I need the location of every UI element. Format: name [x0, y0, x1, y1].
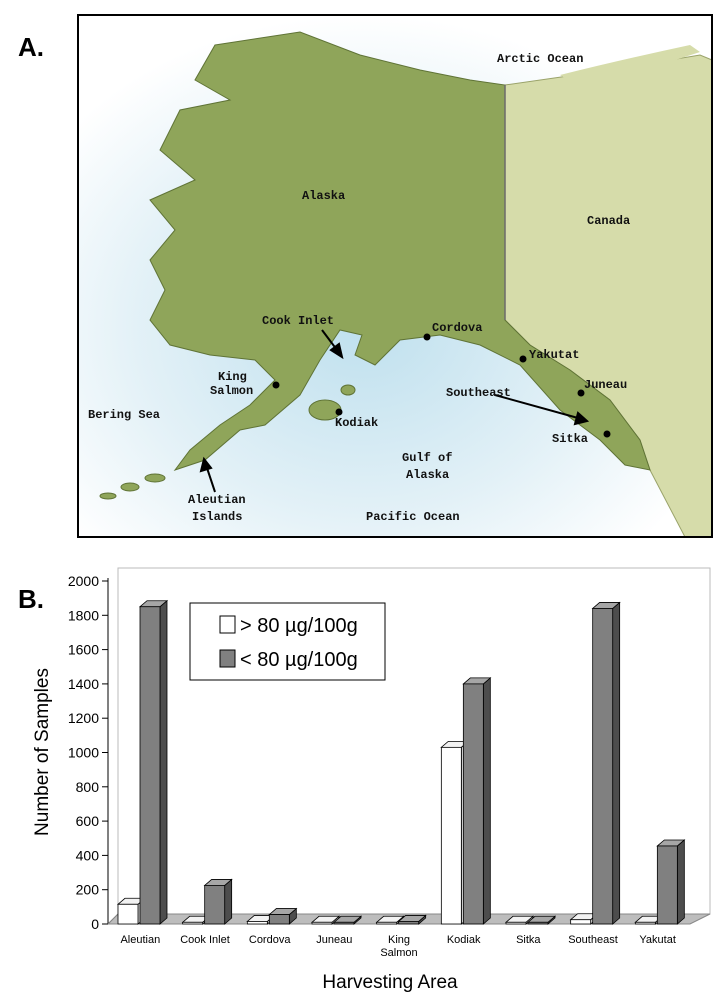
bar — [311, 921, 333, 925]
map-label: Pacific Ocean — [366, 510, 460, 524]
y-axis-depth — [107, 913, 119, 925]
y-tick-label: 1400 — [68, 676, 99, 692]
bar — [634, 921, 656, 925]
island — [99, 492, 117, 500]
bar — [204, 885, 226, 925]
map-label: King Salmon — [210, 370, 253, 398]
x-tick-label: Sitka — [516, 934, 541, 946]
y-tick-label: 400 — [76, 847, 100, 863]
map: Arctic Ocean Alaska Canada Cook Inlet Co… — [77, 14, 713, 538]
city-dot — [423, 333, 431, 341]
arrow-head — [573, 411, 590, 426]
x-tick-label: King Salmon — [380, 934, 417, 959]
bar — [570, 919, 592, 925]
x-tick-label: Aleutian — [120, 934, 160, 946]
x-tick-label: Juneau — [316, 934, 352, 946]
x-tick-label: Cook Inlet — [180, 934, 230, 946]
bar-side — [482, 677, 491, 925]
x-axis-label: Harvesting Area — [322, 972, 458, 993]
bar — [182, 921, 204, 925]
arrow — [206, 467, 216, 493]
map-label: Bering Sea — [88, 408, 160, 422]
bar — [333, 921, 355, 925]
bar-side — [676, 839, 685, 925]
city-dot — [603, 430, 611, 438]
y-tick-label: 600 — [76, 813, 100, 829]
map-label: Alaska — [302, 189, 345, 203]
bar — [246, 921, 268, 925]
bar — [592, 608, 614, 925]
y-tick-label: 1600 — [68, 642, 99, 658]
island — [120, 482, 140, 492]
y-tick-label: 1800 — [68, 607, 99, 623]
city-dots — [272, 333, 611, 438]
map-label-line: Alaska — [406, 468, 449, 482]
legend-swatch — [219, 615, 236, 634]
bar — [139, 606, 161, 925]
y-axis-label: Number of Samples — [32, 668, 53, 836]
arrow-head — [199, 456, 213, 473]
map-label-line: Gulf of — [402, 451, 452, 465]
city-dot — [519, 355, 527, 363]
map-label-line: Aleutian — [188, 493, 246, 507]
bar — [505, 921, 527, 925]
chart: 0 200 400 600 800 1000 1200 1400 1600 1800 2000 Num… — [32, 567, 711, 993]
bar — [440, 746, 462, 925]
arrow — [494, 394, 579, 419]
bar — [376, 921, 398, 925]
map-label: Canada — [587, 214, 630, 228]
arrow-head — [329, 342, 344, 360]
y-tick-label: 0 — [91, 916, 99, 932]
map-label: Gulf of Alaska — [402, 451, 452, 482]
map-label: Arctic Ocean — [497, 52, 583, 66]
map-label: Juneau — [584, 378, 627, 392]
map-label-line: Salmon — [210, 384, 253, 398]
island — [340, 384, 356, 396]
city-dot — [335, 408, 343, 416]
bar — [462, 683, 484, 925]
city-dot — [577, 389, 585, 397]
city-dot — [272, 381, 280, 389]
legend-swatch — [219, 649, 236, 668]
map-label: Cordova — [432, 321, 482, 335]
map-label: Cook Inlet — [262, 314, 334, 328]
map-label-line: Islands — [192, 510, 242, 524]
bar — [656, 845, 678, 925]
bar-side — [612, 601, 621, 925]
island — [144, 473, 166, 483]
y-tick-label: 1000 — [68, 745, 99, 761]
arrows — [199, 329, 590, 493]
y-tick-label: 1200 — [68, 710, 99, 726]
map-label: Sitka — [552, 432, 588, 446]
map-label: Southeast — [446, 386, 511, 400]
x-tick-label: Southeast — [568, 934, 618, 946]
map-label: Kodiak — [335, 416, 378, 430]
bar-side — [224, 878, 233, 925]
bar — [527, 921, 549, 925]
map-frame — [77, 14, 713, 538]
map-label-line: King — [218, 370, 247, 384]
map-label: Aleutian Islands — [188, 493, 246, 524]
arctic-island — [560, 45, 700, 88]
bar-side — [159, 599, 168, 925]
x-tick-label: Cordova — [249, 934, 291, 946]
y-tick-label: 200 — [76, 882, 100, 898]
map-label: Yakutat — [529, 348, 579, 362]
bar — [268, 914, 290, 925]
panel-label: B. — [18, 584, 44, 614]
y-tick-label: 800 — [76, 779, 100, 795]
x-tick-label: Kodiak — [447, 934, 481, 946]
bar — [398, 921, 420, 925]
x-tick-label: Yakutat — [639, 934, 676, 946]
bar — [117, 903, 139, 925]
y-tick-label: 2000 — [68, 573, 99, 589]
panel-label: A. — [18, 32, 44, 62]
legend-label: < 80 µg/100g — [240, 649, 358, 671]
legend-label: > 80 µg/100g — [240, 615, 358, 637]
